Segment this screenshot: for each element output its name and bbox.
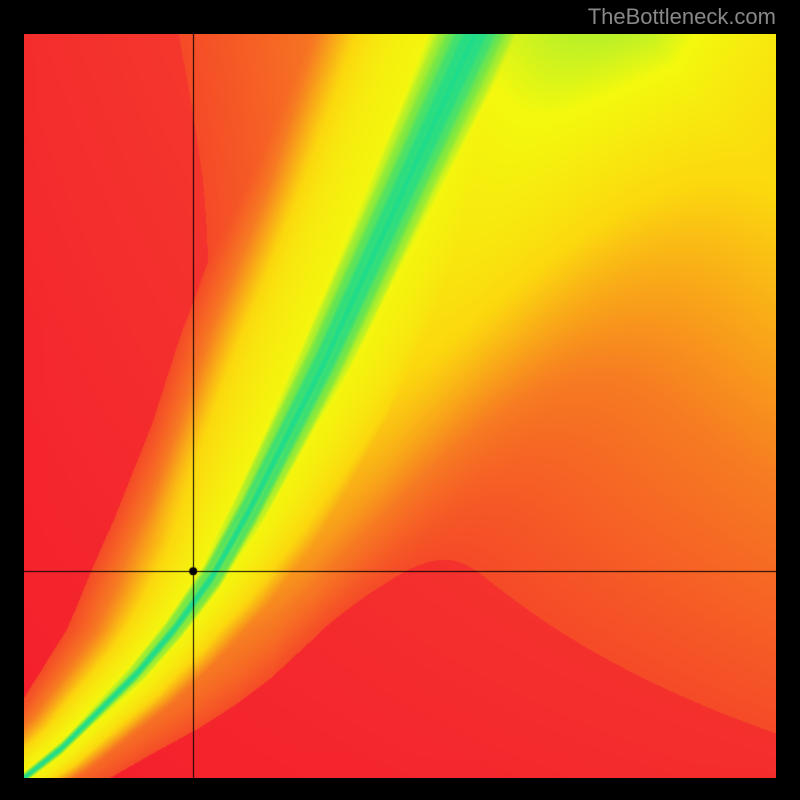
image-container: TheBottleneck.com (0, 0, 800, 800)
plot-area (24, 34, 776, 778)
watermark-text: TheBottleneck.com (588, 4, 776, 30)
heatmap-canvas (24, 34, 776, 778)
